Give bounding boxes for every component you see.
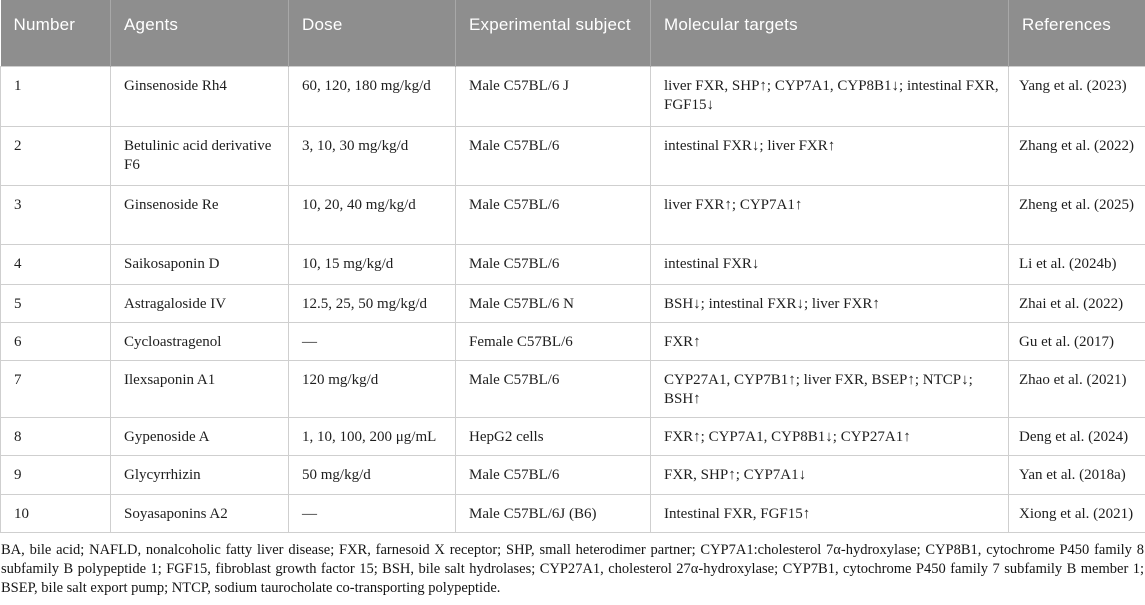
- cell-subject: HepG2 cells: [455, 416, 651, 456]
- cell-dose: 12.5, 25, 50 mg/kg/d: [288, 283, 456, 323]
- cell-subject: Female C57BL/6: [455, 321, 651, 361]
- cell-subject: Male C57BL/6: [455, 243, 651, 285]
- table-row: 2 Betulinic acid derivative F6 3, 10, 30 m…: [0, 125, 1145, 186]
- cell-targets: FXR, SHP↑; CYP7A1↓: [650, 454, 1009, 495]
- cell-dose: —: [288, 321, 456, 361]
- cell-subject: Male C57BL/6: [455, 184, 651, 245]
- cell-targets: CYP27A1, CYP7B1↑; liver FXR, BSEP↑; NTCP…: [650, 359, 1009, 418]
- cell-number: 1: [0, 65, 111, 127]
- cell-dose: 120 mg/kg/d: [288, 359, 456, 418]
- cell-number: 8: [0, 416, 111, 456]
- cell-references: Deng et al. (2024): [1008, 416, 1145, 456]
- cell-number: 4: [0, 243, 111, 285]
- column-header-targets: Molecular targets: [650, 0, 1009, 66]
- column-header-agents: Agents: [110, 0, 289, 66]
- table-header: Number Agents Dose Experimental subject Mole…: [0, 0, 1145, 66]
- cell-targets: BSH↓; intestinal FXR↓; liver FXR↑: [650, 283, 1009, 323]
- cell-references: Zhao et al. (2021): [1008, 359, 1145, 418]
- cell-subject: Male C57BL/6: [455, 125, 651, 186]
- cell-dose: 10, 20, 40 mg/kg/d: [288, 184, 456, 245]
- cell-agents: Soyasaponins A2: [110, 493, 289, 533]
- cell-number: 7: [0, 359, 111, 418]
- cell-subject: Male C57BL/6J (B6): [455, 493, 651, 533]
- table-row: 1 Ginsenoside Rh4 60, 120, 180 mg/kg/d Male…: [0, 65, 1145, 127]
- table-footnote: BA, bile acid; NAFLD, nonalcoholic fatty…: [1, 541, 1144, 596]
- cell-agents: Astragaloside IV: [110, 283, 289, 323]
- table-body: 1 Ginsenoside Rh4 60, 120, 180 mg/kg/d Male…: [0, 65, 1145, 533]
- cell-targets: liver FXR↑; CYP7A1↑: [650, 184, 1009, 245]
- table-row: 4 Saikosaponin D 10, 15 mg/kg/d Male C57BL/…: [0, 243, 1145, 285]
- cell-targets: FXR↑: [650, 321, 1009, 361]
- column-header-number: Number: [0, 0, 111, 66]
- cell-subject: Male C57BL/6 N: [455, 283, 651, 323]
- cell-agents: Ginsenoside Rh4: [110, 65, 289, 127]
- cell-agents: Glycyrrhizin: [110, 454, 289, 495]
- cell-references: Zhang et al. (2022): [1008, 125, 1145, 186]
- cell-agents: Ginsenoside Re: [110, 184, 289, 245]
- column-header-subject: Experimental subject: [455, 0, 651, 66]
- cell-references: Gu et al. (2017): [1008, 321, 1145, 361]
- cell-targets: FXR↑; CYP7A1, CYP8B1↓; CYP27A1↑: [650, 416, 1009, 456]
- cell-agents: Cycloastragenol: [110, 321, 289, 361]
- cell-references: Yang et al. (2023): [1008, 65, 1145, 127]
- cell-number: 10: [0, 493, 111, 533]
- column-header-dose: Dose: [288, 0, 456, 66]
- cell-subject: Male C57BL/6: [455, 454, 651, 495]
- cell-dose: 60, 120, 180 mg/kg/d: [288, 65, 456, 127]
- table-row: 3 Ginsenoside Re 10, 20, 40 mg/kg/d Male C5…: [0, 184, 1145, 245]
- cell-targets: intestinal FXR↓: [650, 243, 1009, 285]
- cell-targets: Intestinal FXR, FGF15↑: [650, 493, 1009, 533]
- cell-references: Zheng et al. (2025): [1008, 184, 1145, 245]
- cell-targets: liver FXR, SHP↑; CYP7A1, CYP8B1↓; intest…: [650, 65, 1009, 127]
- table-row: 7 Ilexsaponin A1 120 mg/kg/d Male C57BL/6 CY…: [0, 359, 1145, 418]
- cell-references: Xiong et al. (2021): [1008, 493, 1145, 533]
- cell-number: 3: [0, 184, 111, 245]
- cell-subject: Male C57BL/6: [455, 359, 651, 418]
- cell-agents: Gypenoside A: [110, 416, 289, 456]
- cell-dose: —: [288, 493, 456, 533]
- cell-agents: Betulinic acid derivative F6: [110, 125, 289, 186]
- cell-references: Yan et al. (2018a): [1008, 454, 1145, 495]
- table-row: 8 Gypenoside A 1, 10, 100, 200 μg/mL HepG2 …: [0, 416, 1145, 456]
- cell-number: 2: [0, 125, 111, 186]
- cell-targets: intestinal FXR↓; liver FXR↑: [650, 125, 1009, 186]
- cell-references: Zhai et al. (2022): [1008, 283, 1145, 323]
- cell-number: 9: [0, 454, 111, 495]
- cell-agents: Ilexsaponin A1: [110, 359, 289, 418]
- cell-dose: 50 mg/kg/d: [288, 454, 456, 495]
- cell-references: Li et al. (2024b): [1008, 243, 1145, 285]
- cell-number: 5: [0, 283, 111, 323]
- table-row: 10 Soyasaponins A2— Male C57BL/6J (B6) Inte…: [0, 493, 1145, 533]
- column-header-references: References: [1008, 0, 1145, 66]
- cell-dose: 3, 10, 30 mg/kg/d: [288, 125, 456, 186]
- cell-agents: Saikosaponin D: [110, 243, 289, 285]
- agents-table: Number Agents Dose Experimental subject Mole…: [0, 0, 1145, 533]
- cell-number: 6: [0, 321, 111, 361]
- cell-dose: 1, 10, 100, 200 μg/mL: [288, 416, 456, 456]
- cell-dose: 10, 15 mg/kg/d: [288, 243, 456, 285]
- table-row: 6 Cycloastragenol — Female C57BL/6 FXR↑ Gu et…: [0, 321, 1145, 361]
- table-row: 9 Glycyrrhizin 50 mg/kg/d Male C57BL/6 FXR, …: [0, 454, 1145, 495]
- table-row: 5 Astragaloside IV 12.5, 25, 50 mg/kg/d Mal…: [0, 283, 1145, 323]
- cell-subject: Male C57BL/6 J: [455, 65, 651, 127]
- header-row: Number Agents Dose Experimental subject Mole…: [0, 0, 1145, 66]
